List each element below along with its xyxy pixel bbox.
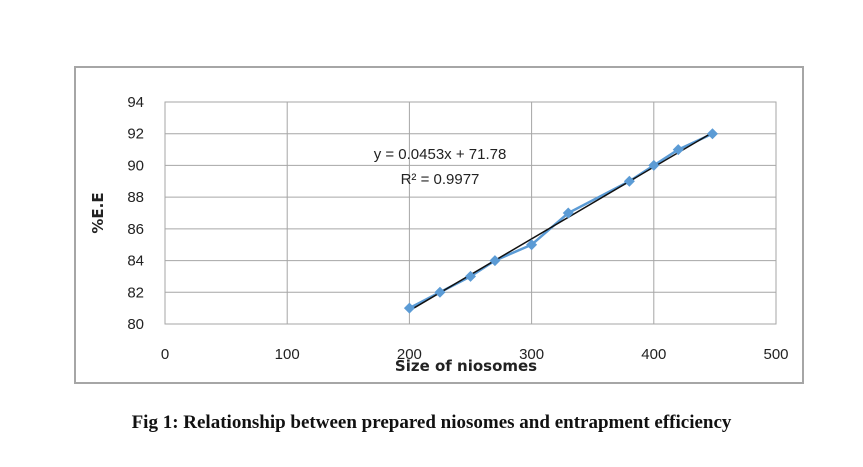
x-axis-title: Size of niosomes bbox=[395, 357, 537, 375]
data-point-marker bbox=[434, 286, 446, 298]
figure-caption: Fig 1: Relationship between prepared nio… bbox=[131, 412, 732, 433]
chart-svg: 80 82 84 86 88 90 92 94 0 100 200 300 400 500 y = 0.0… bbox=[89, 94, 789, 375]
chart-frame: 80 82 84 86 88 90 92 94 0 100 200 300 400 500 y = 0.0… bbox=[74, 66, 804, 384]
plot-area bbox=[164, 101, 777, 325]
trendline-equation: y = 0.0453x + 71.78 bbox=[374, 146, 507, 163]
data-point-marker bbox=[672, 144, 684, 156]
x-tick-label: 300 bbox=[519, 346, 544, 363]
y-tick-label: 80 bbox=[127, 316, 144, 333]
data-point-marker bbox=[562, 207, 574, 219]
data-points bbox=[403, 128, 718, 314]
data-point-marker bbox=[623, 175, 635, 187]
y-tick-label: 88 bbox=[127, 189, 144, 206]
y-tick-label: 94 bbox=[127, 94, 144, 111]
data-point-marker bbox=[706, 128, 718, 140]
y-axis-title: %E.E bbox=[89, 192, 107, 233]
x-tick-label: 500 bbox=[763, 346, 788, 363]
trend-line bbox=[409, 131, 713, 312]
trendline-r-squared: R² = 0.9977 bbox=[401, 171, 480, 188]
tick-labels: 80 82 84 86 88 90 92 94 0 100 200 300 400 500 bbox=[127, 94, 788, 363]
data-point-marker bbox=[526, 239, 538, 251]
data-point-marker bbox=[648, 159, 660, 171]
y-tick-label: 90 bbox=[127, 157, 144, 174]
data-point-marker bbox=[465, 270, 476, 282]
x-tick-label: 200 bbox=[397, 346, 422, 363]
grid-lines bbox=[164, 101, 777, 325]
data-point-marker bbox=[403, 302, 415, 314]
y-tick-label: 82 bbox=[127, 284, 144, 301]
y-tick-label: 84 bbox=[127, 253, 144, 270]
x-tick-label: 400 bbox=[641, 346, 666, 363]
x-tick-label: 0 bbox=[161, 346, 169, 363]
y-tick-label: 86 bbox=[127, 221, 144, 238]
x-tick-label: 100 bbox=[275, 346, 300, 363]
y-tick-label: 92 bbox=[127, 126, 144, 143]
